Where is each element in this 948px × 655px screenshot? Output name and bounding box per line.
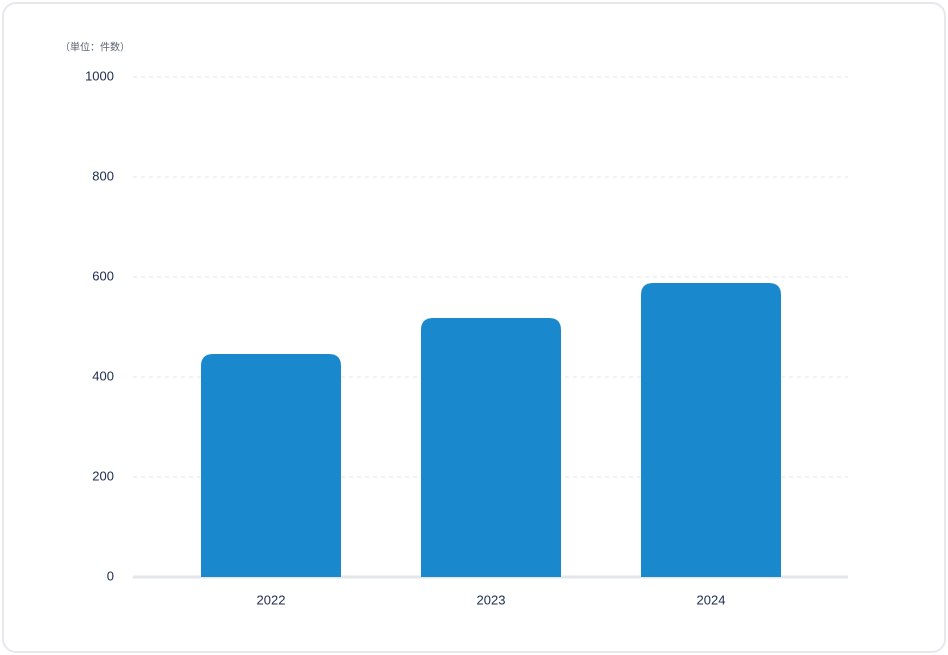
y-tick-label: 400: [92, 368, 114, 383]
unit-label: （単位：件数）: [60, 41, 130, 54]
y-tick-label: 0: [107, 568, 114, 583]
y-tick-label: 1000: [85, 68, 114, 83]
x-tick-label: 2024: [697, 592, 726, 607]
bar: [201, 354, 341, 577]
y-tick-label: 600: [92, 268, 114, 283]
x-tick-label: 2022: [257, 592, 286, 607]
x-tick-label: 2023: [477, 592, 506, 607]
bar: [421, 318, 561, 577]
y-tick-label: 800: [92, 168, 114, 183]
y-tick-label: 200: [92, 468, 114, 483]
bar: [641, 283, 781, 577]
